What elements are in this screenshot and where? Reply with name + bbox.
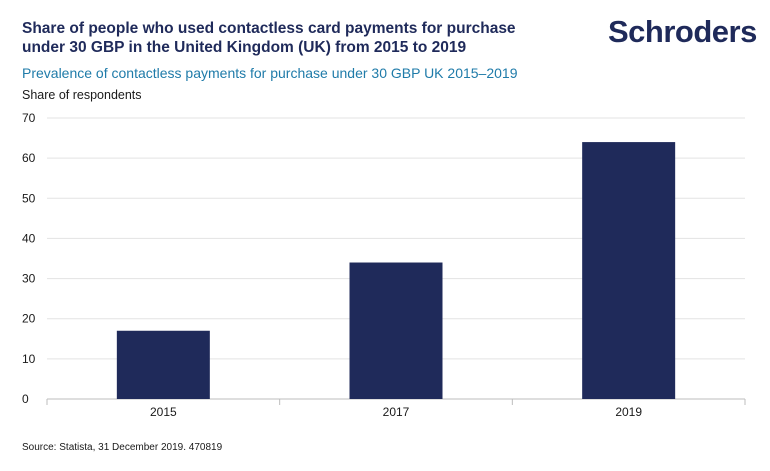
x-tick-label: 2015 bbox=[150, 405, 177, 419]
y-tick-label: 70 bbox=[22, 111, 36, 125]
y-tick-label: 50 bbox=[22, 191, 36, 205]
chart-subtitle: Prevalence of contactless payments for p… bbox=[22, 65, 518, 81]
x-tick-label: 2017 bbox=[383, 405, 410, 419]
chart-title: Share of people who used contactless car… bbox=[22, 20, 516, 56]
y-tick-label: 40 bbox=[22, 231, 36, 245]
y-axis-label: Share of respondents bbox=[22, 88, 142, 102]
bar-2019 bbox=[582, 142, 676, 400]
y-tick-label: 20 bbox=[22, 312, 36, 326]
y-tick-label: 0 bbox=[22, 392, 29, 406]
source-note: Source: Statista, 31 December 2019. 4708… bbox=[22, 442, 223, 453]
bar-2015 bbox=[116, 330, 210, 399]
bar-2017 bbox=[349, 262, 443, 399]
y-tick-label: 30 bbox=[22, 272, 36, 286]
brand-logo: Schroders bbox=[608, 14, 757, 49]
y-tick-label: 60 bbox=[22, 151, 36, 165]
x-tick-label: 2019 bbox=[615, 405, 642, 419]
y-tick-label: 10 bbox=[22, 352, 36, 366]
